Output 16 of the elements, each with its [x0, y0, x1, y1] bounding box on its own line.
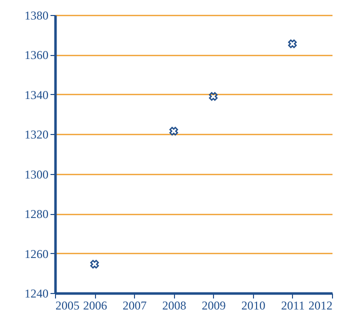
y-tick-label: 1280 [24, 207, 48, 222]
y-tick-label: 1240 [24, 286, 48, 300]
y-tick-label: 1260 [24, 246, 48, 261]
y-tick-label: 1300 [24, 167, 48, 182]
y-tick-label: 1340 [24, 88, 48, 102]
x-tick-label: 2006 [83, 298, 108, 312]
x-tick-label: 2007 [122, 298, 147, 312]
y-tick-label: 1360 [24, 48, 48, 62]
x-tick-label: 2008 [162, 298, 186, 312]
y-tick-label: 1320 [24, 128, 48, 142]
x-tick-label: 2010 [241, 298, 266, 312]
y-tick-label: 1380 [24, 8, 48, 22]
x-tick-label: 2009 [202, 298, 226, 312]
x-tick-label: 2011 [281, 298, 305, 312]
x-tick-label: 2005 [56, 298, 80, 312]
x-tick-label: 2012 [308, 298, 332, 312]
